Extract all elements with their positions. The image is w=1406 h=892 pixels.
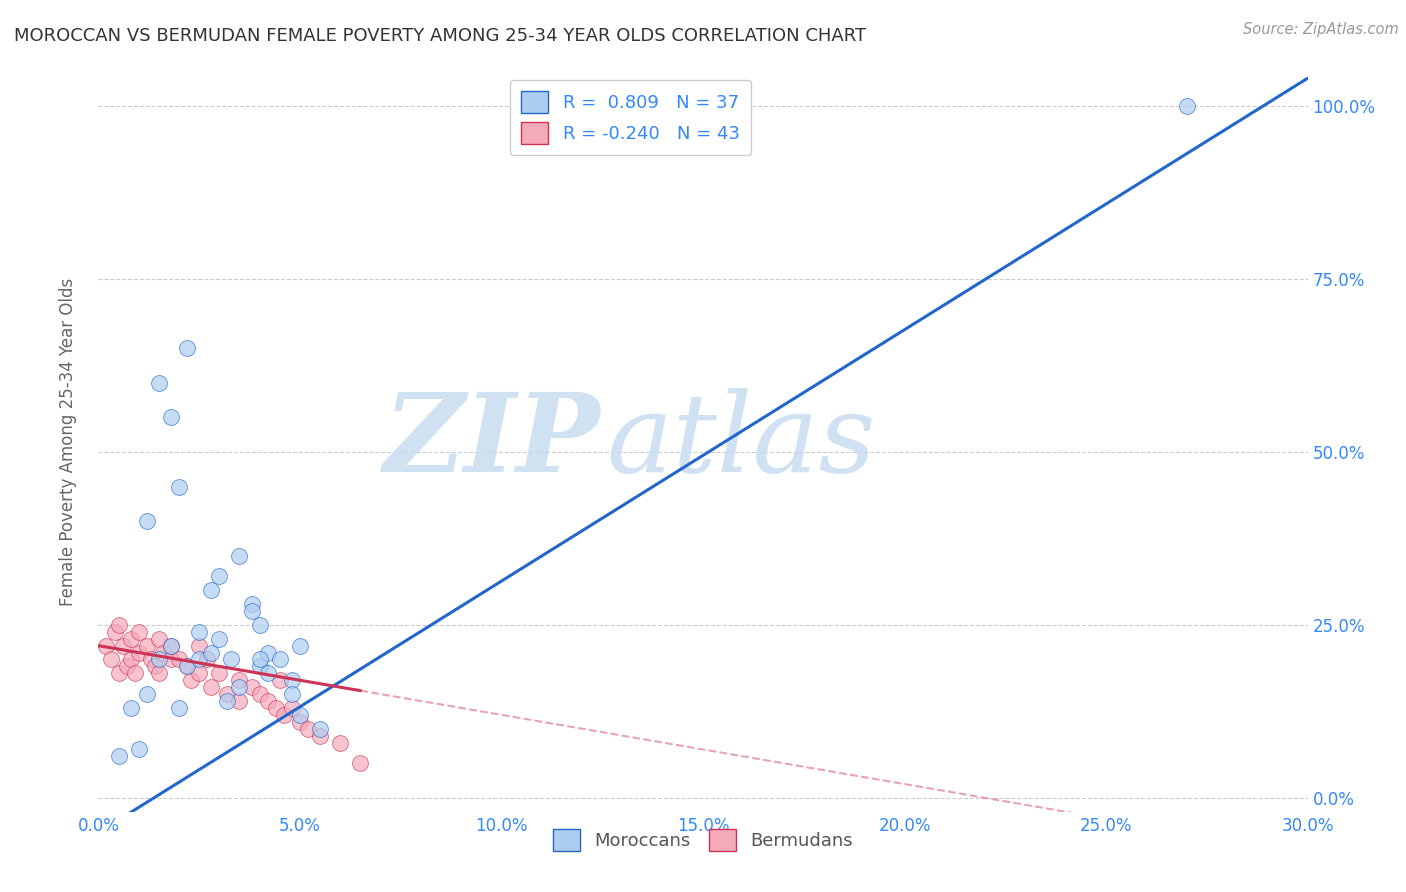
Point: [249, 687, 271, 701]
Point: [135, 514, 157, 528]
Point: [195, 652, 218, 666]
Text: MOROCCAN VS BERMUDAN FEMALE POVERTY AMONG 25-34 YEAR OLDS CORRELATION CHART: MOROCCAN VS BERMUDAN FEMALE POVERTY AMON…: [14, 27, 866, 45]
Point: [256, 666, 278, 681]
Point: [176, 659, 198, 673]
Point: [281, 687, 304, 701]
Point: [240, 597, 263, 611]
Point: [269, 673, 291, 688]
Point: [188, 652, 211, 666]
Point: [208, 569, 231, 583]
Point: [281, 673, 304, 688]
Point: [349, 756, 371, 771]
Point: [103, 624, 125, 639]
Point: [240, 680, 263, 694]
Point: [249, 652, 271, 666]
Point: [160, 652, 183, 666]
Point: [176, 341, 198, 355]
Y-axis label: Female Poverty Among 25-34 Year Olds: Female Poverty Among 25-34 Year Olds: [59, 277, 77, 606]
Point: [329, 735, 352, 749]
Legend: Moroccans, Bermudans: Moroccans, Bermudans: [546, 822, 860, 858]
Point: [188, 624, 211, 639]
Point: [135, 687, 157, 701]
Point: [180, 673, 202, 688]
Point: [228, 694, 250, 708]
Point: [188, 639, 211, 653]
Point: [120, 701, 142, 715]
Point: [228, 549, 250, 563]
Point: [139, 652, 162, 666]
Point: [217, 694, 239, 708]
Point: [124, 666, 146, 681]
Point: [160, 410, 183, 425]
Point: [249, 618, 271, 632]
Point: [160, 639, 183, 653]
Point: [148, 632, 170, 646]
Point: [208, 666, 231, 681]
Point: [288, 714, 311, 729]
Point: [297, 722, 319, 736]
Point: [288, 639, 311, 653]
Point: [96, 639, 118, 653]
Text: atlas: atlas: [606, 388, 876, 495]
Point: [100, 652, 122, 666]
Point: [115, 659, 138, 673]
Point: [1175, 99, 1198, 113]
Point: [188, 666, 211, 681]
Point: [228, 673, 250, 688]
Point: [309, 722, 332, 736]
Point: [256, 646, 278, 660]
Point: [269, 652, 291, 666]
Point: [160, 639, 183, 653]
Point: [249, 659, 271, 673]
Point: [148, 376, 170, 390]
Point: [148, 666, 170, 681]
Point: [120, 632, 142, 646]
Point: [167, 701, 190, 715]
Point: [148, 652, 170, 666]
Point: [107, 749, 129, 764]
Point: [273, 707, 295, 722]
Point: [128, 624, 150, 639]
Point: [200, 646, 222, 660]
Point: [152, 646, 174, 660]
Text: Source: ZipAtlas.com: Source: ZipAtlas.com: [1243, 22, 1399, 37]
Point: [107, 618, 129, 632]
Point: [176, 659, 198, 673]
Point: [228, 680, 250, 694]
Point: [208, 632, 231, 646]
Point: [281, 701, 304, 715]
Point: [288, 707, 311, 722]
Point: [200, 583, 222, 598]
Point: [143, 659, 166, 673]
Point: [135, 639, 157, 653]
Point: [107, 666, 129, 681]
Point: [120, 652, 142, 666]
Point: [128, 742, 150, 756]
Point: [200, 680, 222, 694]
Point: [111, 639, 134, 653]
Point: [264, 701, 287, 715]
Point: [309, 729, 332, 743]
Point: [256, 694, 278, 708]
Point: [221, 652, 243, 666]
Point: [217, 687, 239, 701]
Point: [128, 646, 150, 660]
Point: [167, 652, 190, 666]
Point: [167, 479, 190, 493]
Point: [240, 604, 263, 618]
Text: ZIP: ZIP: [384, 388, 600, 495]
